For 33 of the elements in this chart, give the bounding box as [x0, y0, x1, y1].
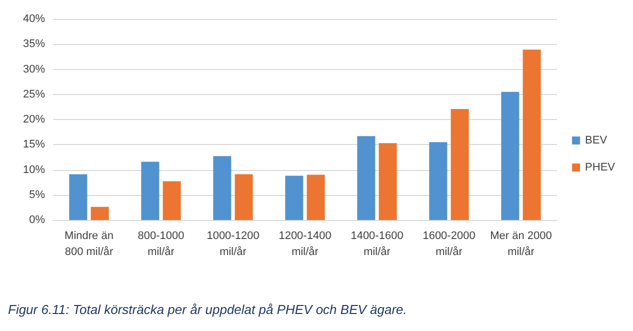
- bar: [69, 174, 88, 220]
- y-tick-label: 10%: [22, 164, 46, 176]
- bar: [357, 136, 376, 220]
- y-tick-label: 40%: [22, 13, 46, 25]
- y-tick-label: 15%: [22, 138, 46, 151]
- bar: [501, 92, 520, 220]
- y-tick-label: 0%: [29, 214, 46, 226]
- y-tick-label: 5%: [29, 188, 46, 201]
- y-tick-label: 35%: [22, 38, 46, 50]
- bar: [213, 156, 232, 220]
- y-tick-label: 25%: [22, 88, 46, 100]
- x-tick-label: 800-1000 mil/år: [138, 230, 184, 258]
- bar: [90, 206, 109, 220]
- bar: [162, 181, 181, 220]
- bar: [429, 142, 448, 220]
- bar: [450, 108, 469, 220]
- bar: [285, 176, 304, 220]
- bar: [234, 174, 253, 220]
- x-tick-label: 1000-1200 mil/år: [206, 230, 260, 258]
- bar: [306, 174, 325, 220]
- x-tick-label: 1600-2000 mil/år: [422, 230, 476, 258]
- text: Figur 6.11: Total körsträcka per år uppdelat på PHEV och BEV ägare.: [8, 302, 408, 317]
- y-tick-label: 20%: [22, 114, 46, 126]
- x-tick-label: 1400-1600 mil/år: [350, 230, 404, 258]
- bar: [378, 143, 397, 220]
- bar: [522, 50, 541, 220]
- legend-label: BEV: [585, 134, 608, 146]
- legend-label: PHEV: [585, 162, 616, 174]
- bar: [141, 162, 160, 220]
- x-tick-label: Mer än 2000 mil/år: [490, 230, 552, 258]
- x-tick-label: 1200-1400 mil/år: [278, 230, 332, 258]
- x-tick-label: Mindre än 800 mil/år: [64, 230, 114, 258]
- y-tick-label: 30%: [22, 63, 46, 76]
